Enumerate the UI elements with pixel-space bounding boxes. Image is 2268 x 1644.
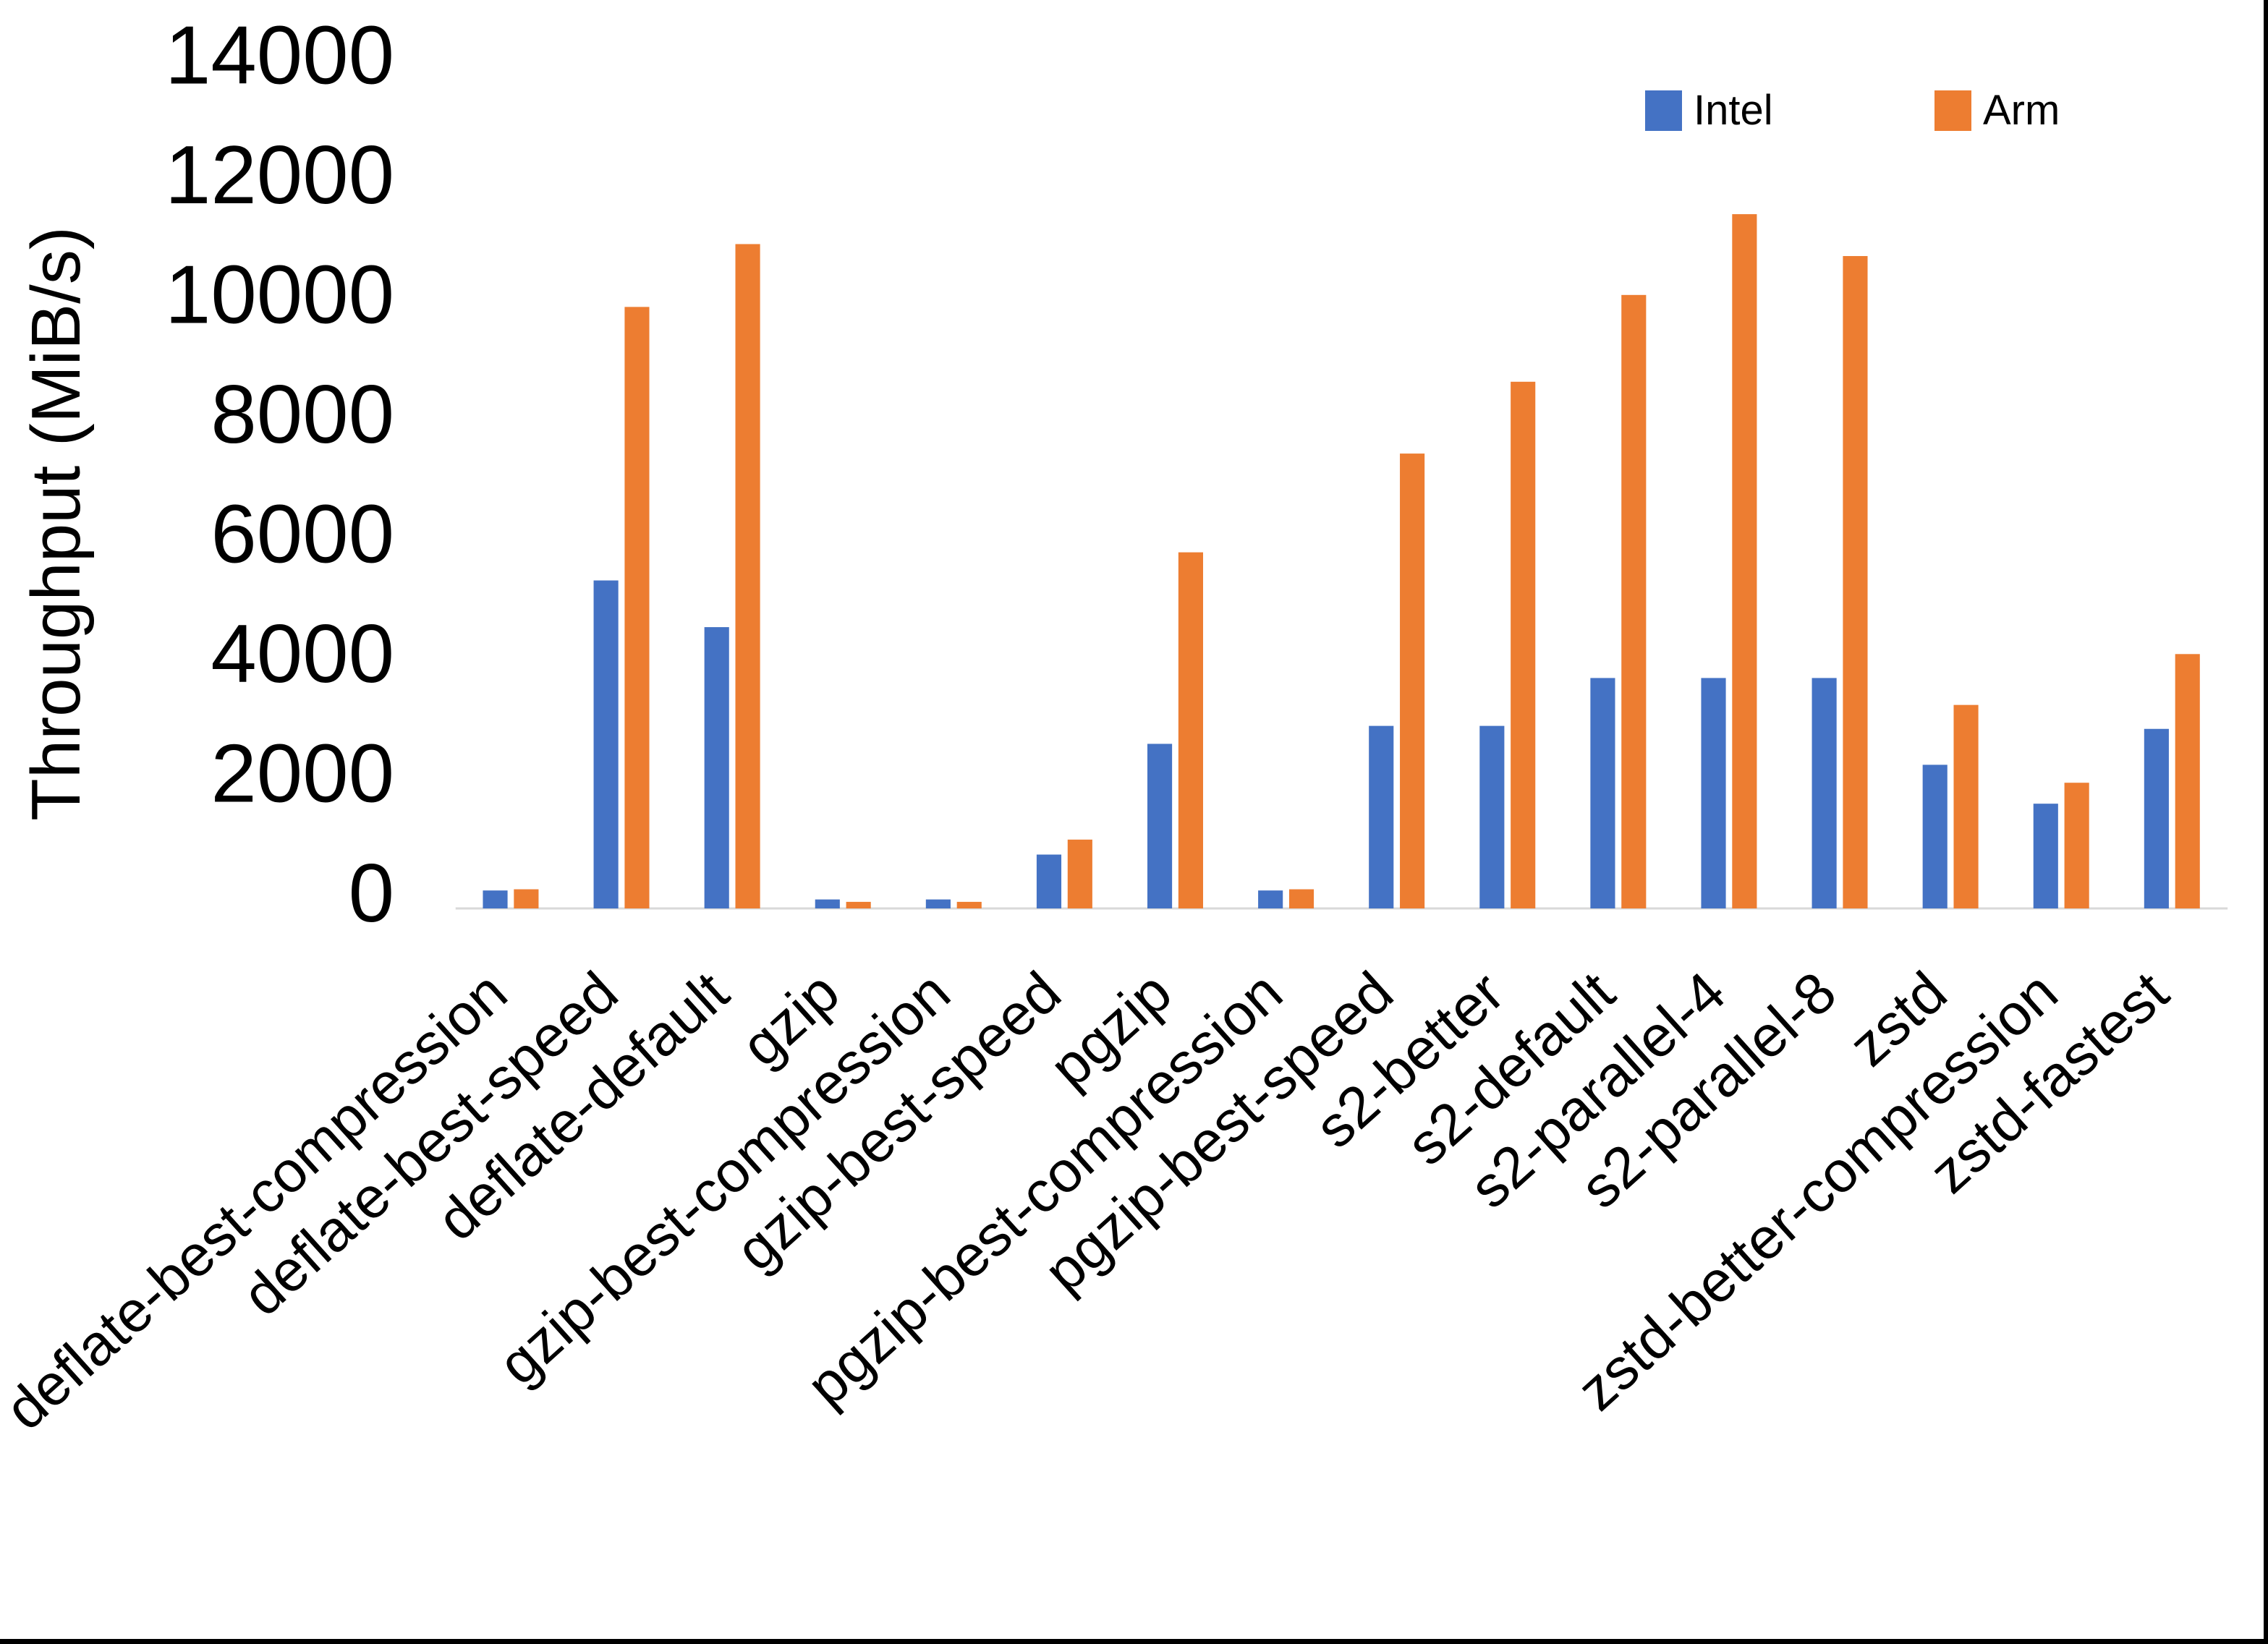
svg-text:Arm: Arm <box>1983 87 2060 134</box>
svg-text:14000: 14000 <box>165 10 394 102</box>
svg-text:6000: 6000 <box>211 489 394 581</box>
svg-text:0: 0 <box>349 848 394 940</box>
svg-text:2000: 2000 <box>211 728 394 820</box>
svg-text:8000: 8000 <box>211 369 394 461</box>
svg-text:10000: 10000 <box>165 250 394 341</box>
svg-text:12000: 12000 <box>165 129 394 221</box>
svg-text:Throughput (MiB/s): Throughput (MiB/s) <box>17 226 95 821</box>
svg-text:4000: 4000 <box>211 608 394 700</box>
svg-text:Intel: Intel <box>1694 87 1773 134</box>
